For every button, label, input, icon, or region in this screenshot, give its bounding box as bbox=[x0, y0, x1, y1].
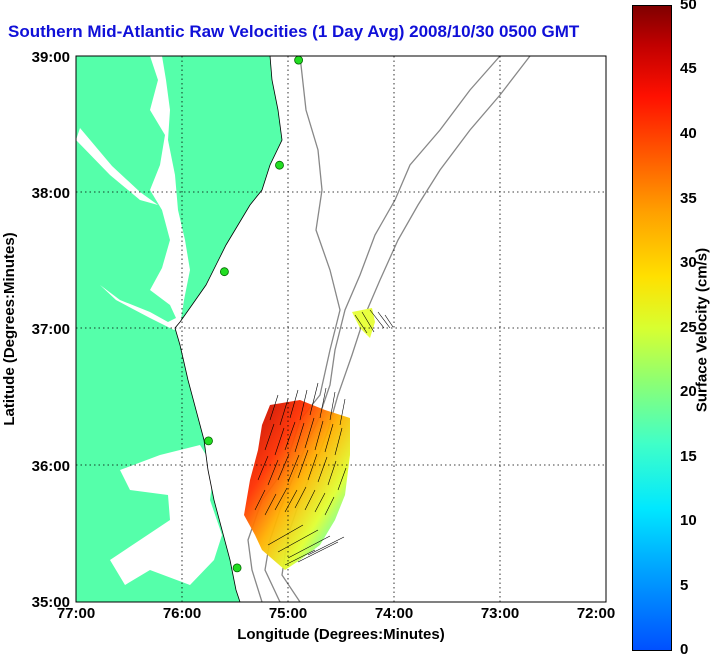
chesapeake-bay bbox=[100, 56, 190, 330]
y-tick-label: 35:00 bbox=[32, 594, 70, 611]
sounds-water bbox=[110, 445, 222, 585]
station-markers bbox=[204, 55, 304, 573]
plot-frame bbox=[75, 55, 607, 603]
colorbar-tick: 45 bbox=[680, 60, 697, 77]
colorbar-tick: 25 bbox=[680, 319, 697, 336]
hf-radar-station-marker bbox=[294, 55, 304, 65]
y-tick-label: 39:00 bbox=[32, 49, 70, 66]
hf-radar-station-marker bbox=[219, 267, 229, 277]
x-tick-label: 73:00 bbox=[481, 605, 519, 622]
potomac-river bbox=[76, 128, 158, 205]
hf-radar-station-marker bbox=[232, 563, 242, 573]
y-tick-label: 38:00 bbox=[32, 185, 70, 202]
grid-lines bbox=[76, 56, 606, 602]
colorbar-label: Surface Velocity (cm/s) bbox=[693, 247, 711, 413]
colorbar bbox=[632, 5, 672, 651]
colorbar-tick: 20 bbox=[680, 383, 697, 400]
y-axis-label: Latitude (Degrees:Minutes) bbox=[1, 232, 18, 425]
x-axis-label: Longitude (Degrees:Minutes) bbox=[237, 626, 445, 643]
colorbar-tick: 30 bbox=[680, 254, 697, 271]
velocity-patch-north bbox=[352, 308, 375, 338]
colorbar-tick: 10 bbox=[680, 512, 697, 529]
x-tick-label: 72:00 bbox=[577, 605, 615, 622]
x-tick-label: 75:00 bbox=[269, 605, 307, 622]
coastline bbox=[174, 56, 283, 602]
land-mainland bbox=[76, 56, 282, 602]
colorbar-tick: 35 bbox=[680, 190, 697, 207]
x-tick-label: 76:00 bbox=[163, 605, 201, 622]
colorbar-tick: 5 bbox=[680, 577, 689, 594]
colorbar-tick: 0 bbox=[680, 641, 689, 658]
colorbar-tick: 15 bbox=[680, 448, 697, 465]
hf-radar-station-marker bbox=[275, 160, 284, 170]
hf-radar-station-marker bbox=[204, 436, 213, 446]
x-tick-label: 74:00 bbox=[375, 605, 413, 622]
velocity-vectors bbox=[254, 309, 394, 566]
x-tick-label: 77:00 bbox=[57, 605, 95, 622]
y-tick-label: 36:00 bbox=[32, 458, 70, 475]
y-tick-label: 37:00 bbox=[32, 321, 70, 338]
map-title: Southern Mid-Atlantic Raw Velocities (1 … bbox=[8, 22, 580, 41]
colorbar-tick: 50 bbox=[680, 0, 697, 13]
velocity-patch-main bbox=[244, 400, 350, 570]
colorbar-tick: 40 bbox=[680, 125, 697, 142]
